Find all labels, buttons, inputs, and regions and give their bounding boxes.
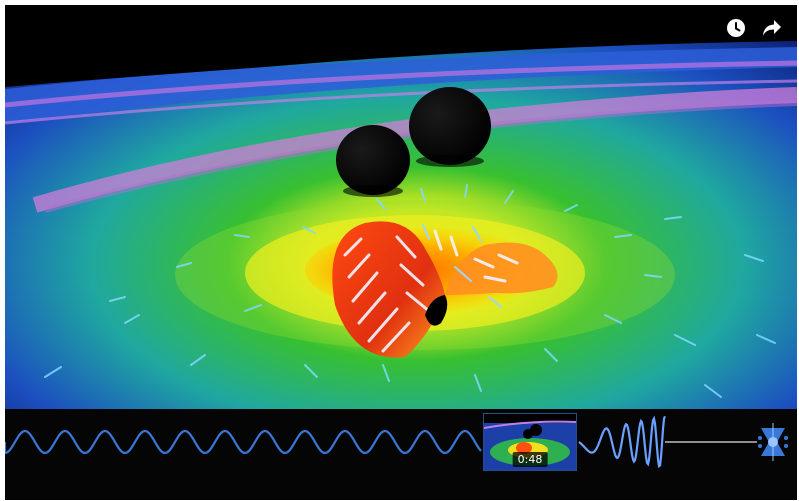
video-player[interactable]: 0:48 xyxy=(5,5,797,500)
waveform-track xyxy=(5,409,797,500)
seek-preview-thumbnail: 0:48 xyxy=(483,413,577,471)
video-frame[interactable] xyxy=(5,5,797,409)
top-controls xyxy=(725,17,783,39)
watch-later-button[interactable] xyxy=(725,17,747,39)
seek-bar[interactable]: 0:48 xyxy=(5,409,797,500)
detector-icon xyxy=(758,423,788,461)
share-button[interactable] xyxy=(761,17,783,39)
clock-icon xyxy=(726,18,746,38)
share-arrow-icon xyxy=(762,19,782,37)
preview-timestamp: 0:48 xyxy=(513,452,548,467)
